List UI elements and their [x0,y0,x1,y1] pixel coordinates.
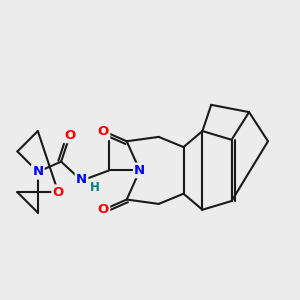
Text: N: N [32,165,44,178]
Text: N: N [134,164,146,177]
Text: N: N [76,172,87,186]
Text: O: O [52,186,64,199]
Text: O: O [64,129,76,142]
Text: H: H [90,182,100,194]
Text: O: O [98,124,109,138]
Text: O: O [98,203,109,216]
